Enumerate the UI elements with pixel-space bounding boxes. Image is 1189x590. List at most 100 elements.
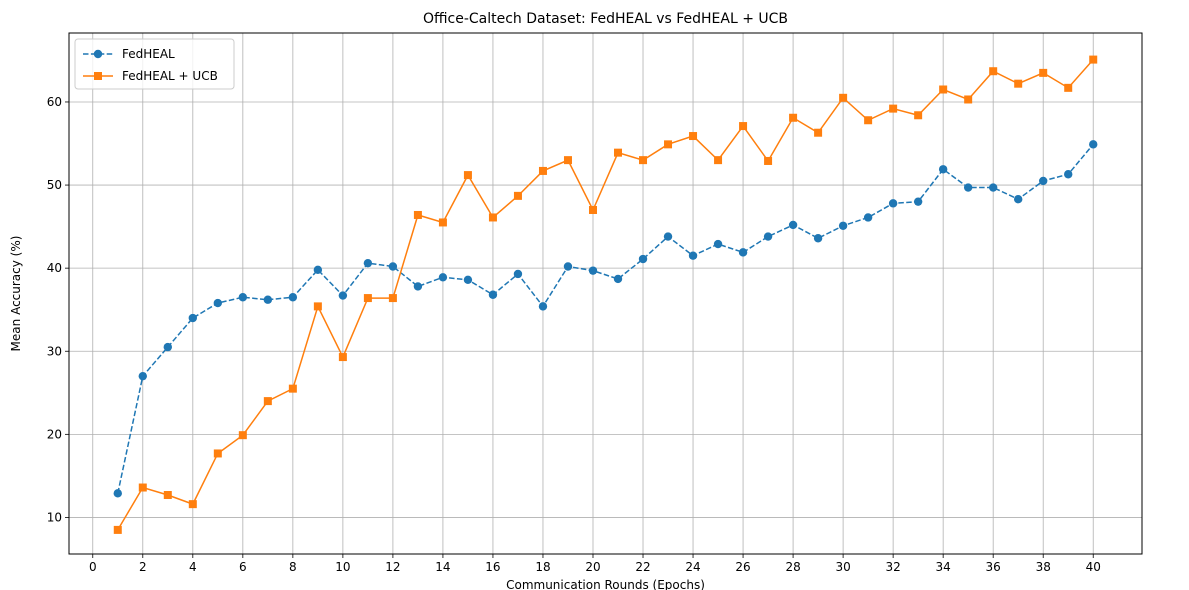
data-point: [1089, 55, 1098, 64]
data-point: [463, 171, 472, 180]
x-tick-label: 36: [986, 560, 1001, 574]
data-point: [363, 258, 373, 268]
data-point: [138, 371, 147, 381]
data-point: [888, 199, 898, 208]
legend-label: FedHEAL: [122, 47, 175, 61]
x-tick-label: 6: [239, 560, 247, 574]
data-point: [714, 156, 723, 165]
data-point: [538, 302, 548, 311]
series-layer: [113, 55, 1098, 534]
data-point: [363, 294, 372, 303]
series-line: [117, 59, 1094, 531]
data-point: [438, 273, 448, 282]
data-point: [988, 183, 998, 192]
data-point: [213, 298, 223, 308]
x-tick-label: 26: [735, 560, 750, 574]
legend-item: FedHEAL: [83, 47, 175, 61]
data-point: [238, 431, 247, 440]
series-fedheal-ucb: [113, 55, 1098, 534]
x-tick-label: 4: [189, 560, 197, 574]
legend: FedHEAL FedHEAL + UCB: [74, 38, 235, 90]
data-point: [939, 85, 948, 94]
data-point: [388, 294, 397, 303]
x-axis-label: Communication Rounds (Epochs): [506, 578, 705, 590]
grid-lines: [69, 33, 1142, 554]
data-point: [639, 156, 648, 165]
data-point: [163, 342, 172, 352]
data-point: [338, 291, 348, 300]
legend-item: FedHEAL + UCB: [83, 69, 218, 83]
y-tick-label: 50: [47, 178, 62, 192]
data-point: [263, 295, 273, 304]
data-point: [839, 93, 848, 102]
data-point: [288, 384, 297, 393]
data-point: [1089, 140, 1098, 149]
series-fedheal: [113, 140, 1098, 498]
axis-ticks: 0 2 4 6 8 10 12 14 16 18 20 22 24 26 28 30 32 34 36 38 40102…: [47, 95, 1101, 574]
x-tick-label: 32: [885, 560, 900, 574]
data-point: [338, 353, 347, 362]
y-tick-label: 60: [47, 95, 62, 109]
data-point: [438, 218, 447, 227]
chart-title: Office-Caltech Dataset: FedHEAL vs FedHE…: [423, 11, 788, 27]
data-point: [864, 116, 873, 125]
x-tick-label: 20: [585, 560, 600, 574]
x-tick-label: 16: [485, 560, 500, 574]
data-point: [113, 489, 122, 498]
x-tick-label: 38: [1036, 560, 1051, 574]
data-point: [788, 220, 798, 230]
x-tick-label: 14: [435, 560, 450, 574]
data-point: [1039, 176, 1048, 186]
data-point: [238, 293, 248, 302]
data-point: [288, 293, 298, 302]
y-tick-label: 40: [47, 261, 62, 275]
data-point: [188, 500, 197, 509]
data-point: [663, 232, 673, 241]
data-point: [889, 104, 898, 113]
data-point: [963, 183, 973, 192]
data-point: [838, 221, 848, 230]
data-point: [513, 269, 523, 279]
data-point: [563, 156, 572, 165]
x-tick-label: 30: [835, 560, 850, 574]
data-point: [1064, 170, 1073, 179]
data-point: [488, 290, 498, 299]
legend-marker: [94, 72, 102, 80]
data-point: [813, 234, 823, 243]
data-point: [213, 449, 222, 458]
data-point: [413, 282, 423, 291]
y-axis-label: Mean Accuracy (%): [9, 236, 23, 352]
data-point: [914, 111, 923, 120]
data-point: [938, 165, 948, 174]
y-tick-label: 10: [47, 510, 62, 524]
data-point: [113, 525, 122, 534]
data-point: [614, 148, 623, 157]
series-line: [117, 143, 1094, 494]
data-point: [814, 128, 823, 137]
data-point: [513, 191, 522, 200]
data-point: [689, 132, 698, 141]
data-point: [1039, 68, 1048, 77]
plot-frame: [68, 32, 1143, 555]
data-point: [789, 113, 798, 122]
legend-marker: [93, 49, 103, 59]
data-point: [1064, 83, 1073, 92]
x-tick-label: 22: [635, 560, 650, 574]
data-point: [764, 156, 773, 165]
data-point: [664, 140, 673, 149]
data-point: [913, 197, 923, 206]
data-point: [163, 491, 172, 500]
data-point: [463, 275, 473, 284]
legend-label: FedHEAL + UCB: [122, 69, 218, 83]
x-tick-label: 2: [139, 560, 147, 574]
data-point: [964, 95, 973, 104]
data-point: [413, 210, 422, 219]
x-tick-label: 8: [289, 560, 297, 574]
data-point: [713, 239, 723, 249]
data-point: [688, 251, 698, 260]
x-tick-label: 10: [335, 560, 350, 574]
data-point: [488, 213, 497, 222]
x-tick-label: 28: [785, 560, 800, 574]
